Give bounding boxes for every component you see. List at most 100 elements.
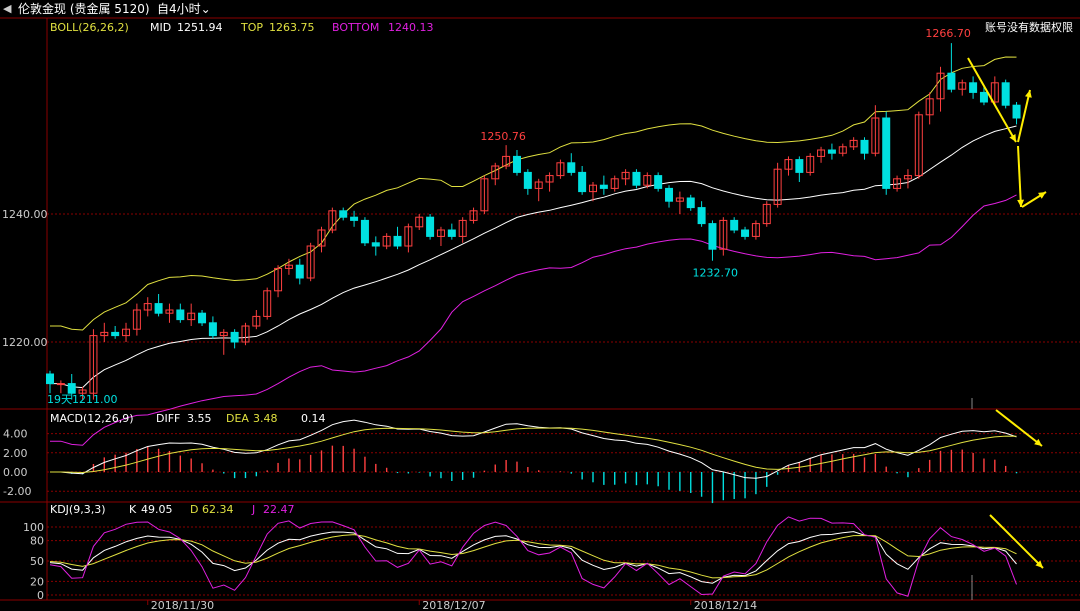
candle-body	[599, 184, 608, 189]
candle-body	[328, 210, 337, 231]
price-tick-label: 1220.00	[2, 336, 48, 349]
candle-body	[751, 223, 760, 237]
candle-body	[990, 82, 999, 103]
period-selector[interactable]: 自4小时⌄	[157, 0, 211, 18]
kdj-tick-label: 50	[30, 555, 44, 568]
candle-body	[436, 229, 445, 237]
candle-body	[762, 203, 771, 225]
no-permission-notice: 账号没有数据权限	[985, 20, 1073, 34]
candle-body	[925, 98, 934, 116]
candle-body	[893, 178, 902, 189]
candle-body	[817, 149, 826, 157]
trend-arrowhead	[1024, 90, 1032, 98]
candle-body	[882, 117, 891, 189]
kdj-tick-label: 0	[37, 589, 44, 602]
candle-body	[339, 210, 348, 218]
candle-body	[295, 264, 304, 279]
candle-body	[111, 331, 120, 337]
kdj-d-label: D	[190, 503, 198, 516]
candle-body	[914, 114, 923, 177]
trend-arrowhead	[1038, 192, 1046, 199]
candle-body	[447, 229, 456, 237]
low-annotation: 1232.70	[692, 267, 738, 280]
candle-body	[241, 325, 250, 343]
candle-body	[89, 335, 98, 394]
candle-body	[632, 171, 641, 186]
candle-body	[1012, 104, 1021, 119]
chevron-down-icon: ⌄	[200, 2, 211, 16]
candle-body	[871, 117, 880, 154]
kdj-tick-label: 20	[30, 575, 44, 588]
candle-body	[708, 223, 717, 250]
candle-body	[143, 303, 152, 311]
candle-body	[654, 175, 663, 189]
candle-body	[393, 235, 402, 247]
macd-label: MACD(12,26,9)	[50, 412, 134, 425]
macd-diff-label: DIFF	[156, 412, 180, 425]
macd-diff-line	[50, 419, 1017, 479]
candle-body	[208, 322, 217, 337]
candle-body	[719, 219, 728, 250]
boll-top-label: TOP	[240, 21, 263, 34]
candle-body	[578, 171, 587, 193]
trend-arrow	[967, 57, 1017, 143]
boll-mid-line	[50, 125, 1017, 389]
candle-body	[263, 290, 272, 317]
left-arrow-icon[interactable]: ◀	[3, 2, 12, 15]
candle-body	[741, 229, 750, 237]
macd-dea-label: DEA	[226, 412, 249, 425]
kdj-d-line	[49, 534, 1017, 579]
kdj-k-value: 49.05	[141, 503, 173, 516]
candle-body	[849, 139, 858, 148]
kdj-tick-label: 100	[23, 521, 44, 534]
candle-body	[252, 315, 261, 327]
candle-body	[567, 162, 576, 173]
candle-body	[198, 312, 207, 324]
high-annotation: 1250.76	[480, 130, 526, 143]
period-label: 4小时	[169, 2, 201, 16]
candle-body	[219, 331, 228, 337]
candle-body	[947, 72, 956, 90]
candle-body	[534, 181, 543, 189]
boll-bottom-line	[50, 194, 1017, 446]
boll-mid-value: 1251.94	[177, 21, 223, 34]
date-tick-label: 2018/12/14	[694, 599, 757, 611]
candle-body	[621, 171, 630, 180]
kdj-label: KDJ(9,3,3)	[50, 503, 106, 516]
candle-body	[67, 383, 76, 394]
candle-body	[958, 82, 967, 90]
candle-body	[176, 309, 185, 321]
trend-arrowhead	[1035, 560, 1043, 568]
candle-body	[56, 383, 65, 386]
macd-dea-line	[50, 427, 1017, 474]
candle-body	[350, 216, 359, 221]
candle-body	[686, 197, 695, 209]
candle-body	[838, 146, 847, 154]
candle-body	[1001, 82, 1010, 106]
candle-body	[523, 171, 532, 189]
macd-tick-label: 0.00	[3, 466, 28, 479]
macd-hist-value: 0.14	[301, 412, 326, 425]
candle-body	[284, 264, 293, 269]
boll-bottom-label: BOTTOM	[332, 21, 379, 34]
candle-body	[827, 149, 836, 154]
candle-body	[979, 91, 988, 103]
candle-body	[697, 207, 706, 225]
date-tick-label: 2018/11/30	[151, 599, 214, 611]
instrument-title: 伦敦金现 (贵金属 5120)	[18, 2, 150, 16]
trend-arrow	[995, 409, 1043, 447]
candle-body	[969, 82, 978, 93]
candle-body	[122, 328, 131, 337]
period-prefix: 自	[157, 2, 170, 16]
candle-body	[784, 159, 793, 170]
boll-top-line	[50, 56, 1017, 331]
trend-arrowhead	[1009, 134, 1016, 142]
trend-arrow	[1017, 145, 1022, 208]
candle-body	[382, 235, 391, 247]
candle-body	[469, 210, 478, 221]
boll-mid-label: MID	[150, 21, 171, 34]
title-bar: ◀ 伦敦金现 (贵金属 5120) 自4小时⌄	[0, 0, 1080, 18]
trend-arrow	[989, 514, 1044, 569]
candle-body	[426, 216, 435, 237]
